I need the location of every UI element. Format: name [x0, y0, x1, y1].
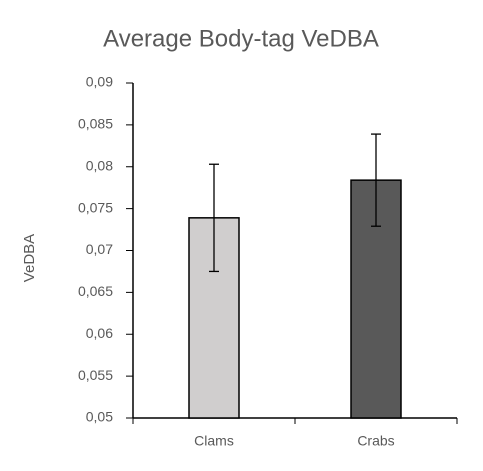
y-tick-label: 0,08: [86, 157, 113, 173]
y-tick-label: 0,055: [78, 367, 113, 383]
x-tick-label: Clams: [194, 433, 234, 449]
y-tick-label: 0,09: [86, 74, 113, 90]
error-bar: [371, 133, 381, 227]
x-tick-label: Crabs: [357, 433, 394, 449]
y-axis-label: VeDBA: [21, 234, 38, 282]
y-tick-label: 0,05: [86, 409, 113, 425]
error-bar: [209, 163, 219, 273]
chart-title: Average Body-tag VeDBA: [103, 25, 379, 52]
y-tick-label: 0,085: [78, 116, 113, 132]
y-tick-label: 0,07: [86, 241, 113, 257]
y-tick-label: 0,075: [78, 199, 113, 215]
y-tick-label: 0,065: [78, 283, 113, 299]
y-tick-label: 0,06: [86, 325, 113, 341]
